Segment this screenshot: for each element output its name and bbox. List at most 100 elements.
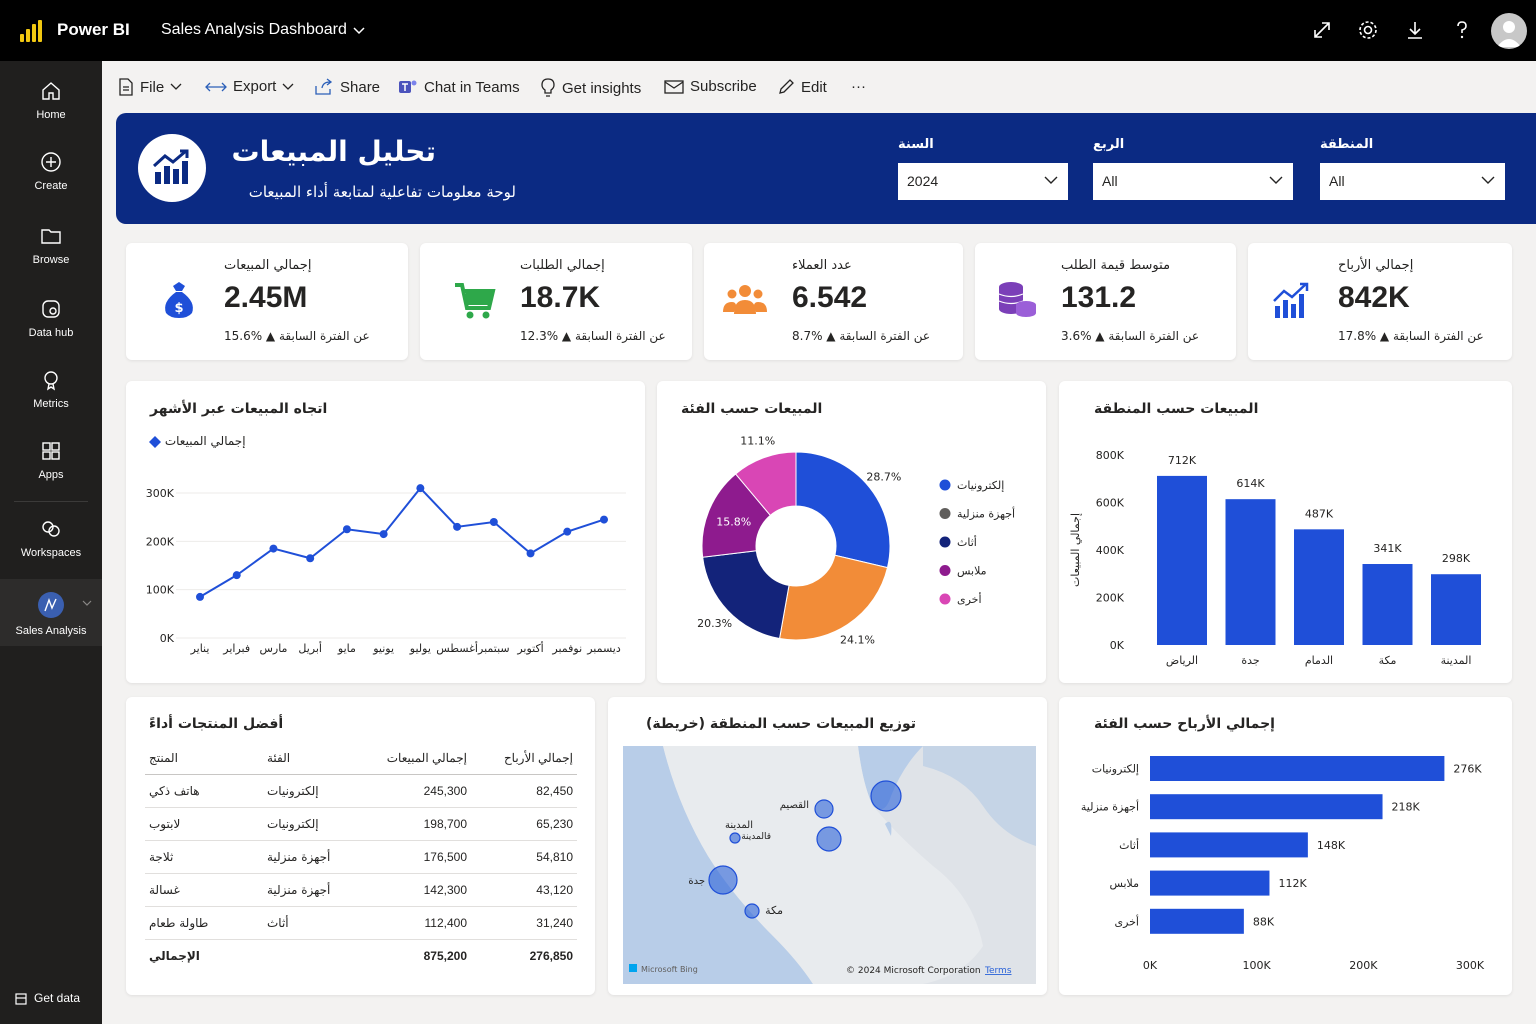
sidebar-item-create[interactable]: Create <box>0 150 102 192</box>
bar[interactable] <box>1150 832 1308 858</box>
data-point[interactable] <box>600 515 608 524</box>
subscribe-label: Subscribe <box>690 78 757 95</box>
table-row[interactable]: هاتف ذكي إلكترونيات 245,300 82,450 <box>145 774 577 808</box>
share-label: Share <box>340 78 381 96</box>
bar[interactable] <box>1157 475 1207 645</box>
filter-label-year: السنة <box>898 137 934 152</box>
chat-in-teams-button[interactable]: Chat in Teams <box>398 78 520 96</box>
edit-button[interactable]: Edit <box>777 78 827 96</box>
kpi-card-customers[interactable]: عدد العملاء 6.542 8.7% ▲ عن الفترة الساب… <box>704 243 963 360</box>
data-point[interactable] <box>416 484 425 493</box>
data-point[interactable] <box>306 554 315 563</box>
bar[interactable] <box>1431 574 1481 645</box>
sidebar-item-home[interactable]: Home <box>0 79 102 121</box>
data-point[interactable] <box>269 544 278 553</box>
column-header-sales[interactable]: إجمالي المبيعات <box>375 742 471 775</box>
quarter-slicer[interactable]: All <box>1093 163 1293 200</box>
table-row[interactable]: لابتوب إلكترونيات 198,700 65,230 <box>145 807 577 841</box>
help-icon[interactable] <box>1449 17 1475 43</box>
table-row[interactable]: غسالة أجهزة منزلية 142,300 43,120 <box>145 873 577 907</box>
legend-marker <box>149 435 161 448</box>
download-icon[interactable] <box>1402 17 1428 43</box>
y-tick-label: 800K <box>1096 449 1125 462</box>
data-point[interactable] <box>563 527 572 536</box>
x-tick-label: يناير <box>190 642 210 655</box>
x-tick-label: 300K <box>1456 959 1485 972</box>
get-insights-button[interactable]: Get insights <box>540 78 641 98</box>
data-point[interactable] <box>196 592 204 601</box>
data-point[interactable] <box>342 525 351 534</box>
line-chart-legend: إجمالي المبيعات <box>149 434 246 448</box>
donut-slice[interactable] <box>734 451 797 517</box>
map-bubble[interactable] <box>814 799 834 819</box>
sidebar-item-metrics[interactable]: Metrics <box>0 368 102 410</box>
table-row[interactable]: طاولة طعام أثاث 112,400 31,240 <box>145 906 577 940</box>
sidebar-item-browse[interactable]: Browse <box>0 224 102 266</box>
table-row[interactable]: ثلاجة أجهزة منزلية 176,500 54,810 <box>145 840 577 874</box>
get-data-label: Get data <box>34 991 81 1005</box>
data-point[interactable] <box>526 549 535 558</box>
x-tick-label: أبريل <box>298 641 322 655</box>
data-point[interactable] <box>453 522 462 531</box>
more-options-button[interactable]: ··· <box>851 78 866 95</box>
gear-icon[interactable] <box>1355 17 1381 43</box>
avatar[interactable] <box>1491 13 1527 49</box>
donut-slice[interactable] <box>778 554 889 641</box>
map-bubble[interactable] <box>744 903 760 919</box>
sidebar-item-workspaces[interactable]: Workspaces <box>0 517 102 559</box>
donut-chart-title: المبيعات حسب الفئة <box>681 401 823 417</box>
report-logo <box>138 134 206 202</box>
bar[interactable] <box>1150 908 1244 934</box>
map-terms-link[interactable]: Terms <box>984 966 1012 976</box>
kpi-change: 17.8% ▲ عن الفترة السابقة <box>1338 329 1484 343</box>
cart-icon <box>455 283 496 319</box>
share-button[interactable]: Share <box>314 78 380 96</box>
y-tick-label: 0K <box>160 632 175 645</box>
map-bubble[interactable] <box>708 865 738 895</box>
data-point[interactable] <box>232 571 241 580</box>
file-menu[interactable]: File <box>118 78 182 96</box>
more-options-icon: ··· <box>851 78 866 95</box>
sidebar-item-apps[interactable]: Apps <box>0 439 102 481</box>
data-point[interactable] <box>489 518 498 526</box>
data-point[interactable] <box>379 530 388 539</box>
legend-label: أجهزة منزلية <box>957 507 1015 521</box>
expand-icon[interactable] <box>1309 17 1335 43</box>
subscribe-button[interactable]: Subscribe <box>664 78 757 95</box>
bar-value-label: 112K <box>1278 877 1307 890</box>
chevron-down-icon[interactable] <box>352 23 366 37</box>
bar[interactable] <box>1294 529 1344 645</box>
cell-category: أجهزة منزلية <box>263 840 375 874</box>
kpi-card-total-orders[interactable]: إجمالي الطلبات 18.7K 12.3% ▲ عن الفترة ا… <box>420 243 692 360</box>
get-data-button[interactable]: Get data <box>14 991 80 1006</box>
kpi-card-avg-order-value[interactable]: متوسط قيمة الطلب 131.2 3.6% ▲ عن الفترة … <box>975 243 1236 360</box>
report-heading: تحليل المبيعات <box>231 135 437 168</box>
bar[interactable] <box>1150 756 1445 781</box>
x-tick-label: أغسطس <box>436 641 478 655</box>
bar[interactable] <box>1150 870 1270 896</box>
kpi-card-total-profit[interactable]: إجمالي الأرباح 842K 17.8% ▲ عن الفترة ال… <box>1248 243 1512 360</box>
chevron-down-icon[interactable] <box>82 599 92 607</box>
column-header-profit[interactable]: إجمالي الأرباح <box>471 742 577 775</box>
year-slicer[interactable]: 2024 <box>898 163 1068 200</box>
column-header-product[interactable]: المنتج <box>145 742 263 775</box>
column-header-category[interactable]: الفئة <box>263 742 375 775</box>
y-tick-label: 0K <box>1110 639 1125 652</box>
y-tick-label: إلكترونيات <box>1092 763 1139 776</box>
bar[interactable] <box>1225 499 1276 645</box>
region-slicer[interactable]: All <box>1320 163 1505 200</box>
donut-slice[interactable] <box>795 451 891 569</box>
map-bubble[interactable] <box>729 832 741 844</box>
sidebar-item-data-hub[interactable]: Data hub <box>0 297 102 339</box>
cell-total-category <box>263 938 375 972</box>
report-title[interactable]: Sales Analysis Dashboard <box>161 21 347 38</box>
map-bubble[interactable] <box>816 826 842 852</box>
bar[interactable] <box>1150 794 1383 820</box>
bar[interactable] <box>1362 564 1413 645</box>
export-menu[interactable]: Export <box>205 78 294 95</box>
map-bubble[interactable] <box>870 780 902 812</box>
sales-map[interactable]: القصيم المدينة قالمدينة جدة مكة Microsof… <box>623 746 1036 984</box>
donut-slice[interactable] <box>702 550 790 640</box>
sidebar-item-sales-analysis[interactable]: Sales Analysis <box>0 579 102 646</box>
kpi-card-total-sales[interactable]: $ إجمالي المبيعات 2.45M 15.6% ▲ عن الفتر… <box>126 243 408 360</box>
